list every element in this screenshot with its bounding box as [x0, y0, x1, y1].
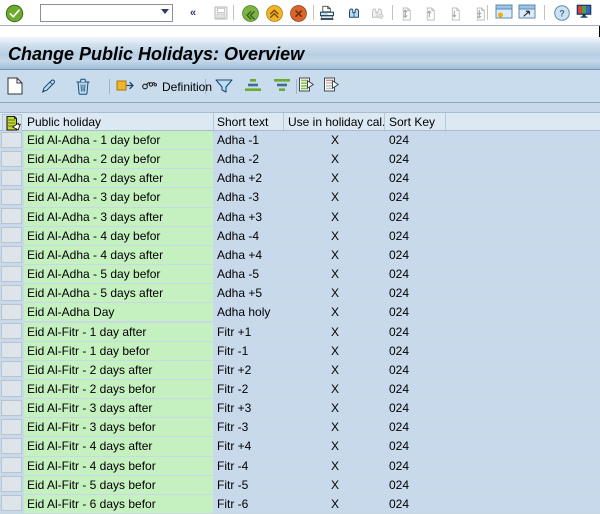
svg-text:?: ?	[559, 9, 565, 19]
